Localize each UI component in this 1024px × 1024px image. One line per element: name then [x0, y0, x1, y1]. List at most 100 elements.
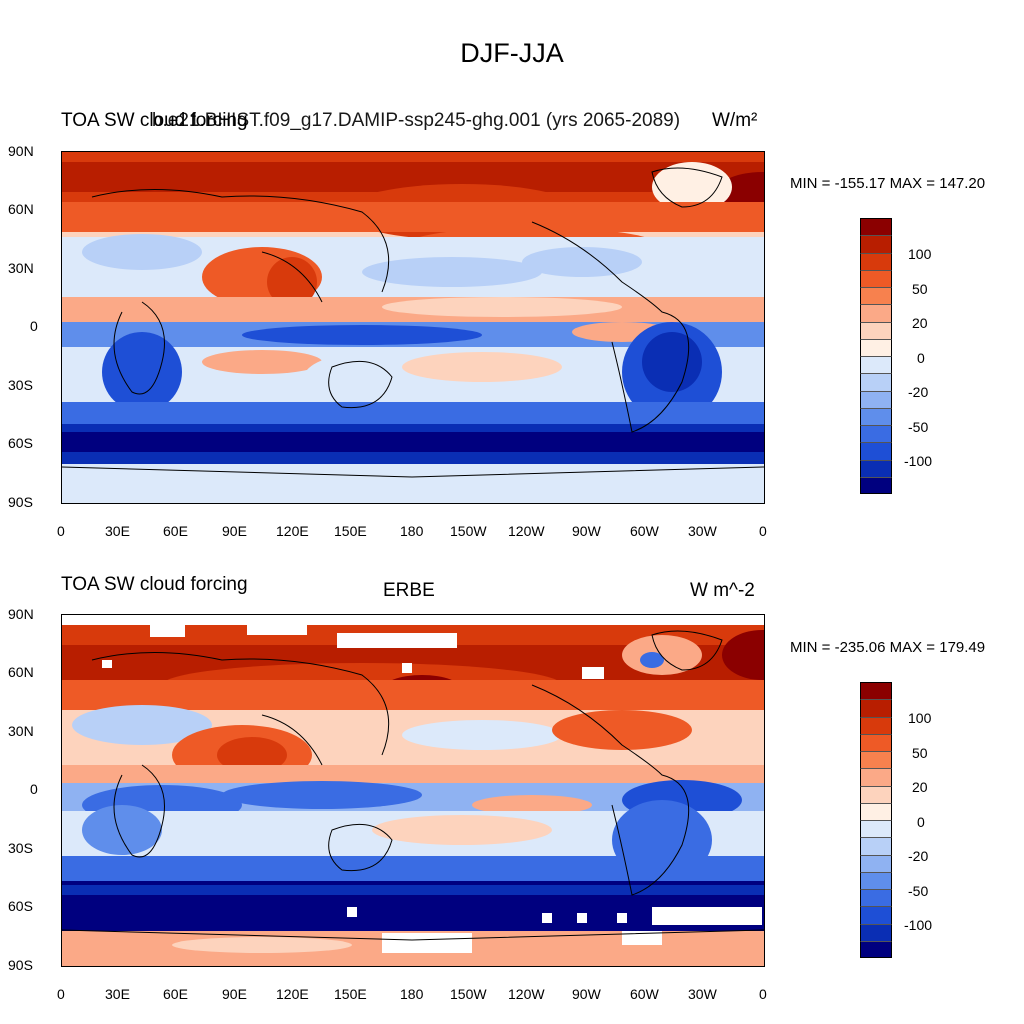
colorbar-segment [860, 338, 892, 356]
lon-tick: 60W [630, 523, 659, 539]
colorbar-segment [860, 321, 892, 339]
colorbar-segment [860, 390, 892, 408]
colorbar-label: 50 [912, 281, 928, 297]
lat-tick: 60S [8, 898, 33, 914]
lon-tick: 120E [276, 523, 309, 539]
colorbar [860, 682, 892, 958]
colorbar-label: -100 [904, 917, 933, 933]
colorbar-label: -50 [908, 419, 929, 435]
lon-tick: 30E [105, 523, 130, 539]
colorbar-label: 0 [917, 814, 925, 830]
colorbar-segment [860, 252, 892, 270]
map-field [62, 152, 764, 503]
colorbar-segment [860, 682, 892, 700]
lon-tick: 30W [688, 986, 717, 1002]
panel-units: W m^-2 [690, 580, 755, 601]
colorbar-segment [860, 940, 892, 958]
panel-center-title: ERBE [383, 580, 435, 601]
lon-tick: 90E [222, 986, 247, 1002]
colorbar-segment [860, 716, 892, 734]
colorbar-segment [860, 356, 892, 374]
map-plot [61, 151, 765, 504]
colorbar-segment [860, 820, 892, 838]
colorbar-segment [860, 287, 892, 305]
colorbar-segment [860, 269, 892, 287]
colorbar-segment [860, 425, 892, 443]
lon-tick: 0 [759, 523, 767, 539]
lat-tick: 90N [8, 143, 34, 159]
lat-tick: 60N [8, 664, 34, 680]
panel-left-title: TOA SW cloud forcing [61, 574, 248, 595]
lat-tick: 90S [8, 494, 33, 510]
lat-tick: 30S [8, 377, 33, 393]
lat-tick: 60S [8, 435, 33, 451]
min-max-stats: MIN = -155.17 MAX = 147.20 [790, 175, 986, 192]
colorbar-label: 50 [912, 745, 928, 761]
colorbar-label: -20 [908, 384, 929, 400]
lat-tick: 30N [8, 260, 34, 276]
lon-tick: 60W [630, 986, 659, 1002]
lon-tick: 150W [450, 986, 487, 1002]
lat-tick: 0 [30, 781, 38, 797]
lat-tick: 90N [8, 606, 34, 622]
lon-tick: 60E [163, 986, 188, 1002]
lon-tick: 60E [163, 523, 188, 539]
colorbar-segment [860, 459, 892, 477]
colorbar-segment [860, 442, 892, 460]
lon-tick: 0 [759, 986, 767, 1002]
lon-tick: 90W [572, 523, 601, 539]
figure-title: DJF-JJA [460, 38, 564, 68]
colorbar-segment [860, 785, 892, 803]
colorbar [860, 218, 892, 494]
lon-tick: 120E [276, 986, 309, 1002]
lon-tick: 30E [105, 986, 130, 1002]
colorbar-label: -50 [908, 883, 929, 899]
panel-units: W/m² [712, 110, 758, 131]
lon-tick: 150E [334, 986, 367, 1002]
colorbar-segment [860, 923, 892, 941]
lon-tick: 0 [57, 523, 65, 539]
lat-tick: 0 [30, 318, 38, 334]
lat-tick: 30N [8, 723, 34, 739]
lat-tick: 30S [8, 840, 33, 856]
lon-tick: 180 [400, 523, 424, 539]
lon-tick: 150W [450, 523, 487, 539]
panel-center-title: b.e21.BHIST.f09_g17.DAMIP-ssp245-ghg.001… [151, 110, 681, 131]
lon-tick: 120W [508, 986, 545, 1002]
lon-tick: 0 [57, 986, 65, 1002]
lon-tick: 30W [688, 523, 717, 539]
colorbar-segment [860, 889, 892, 907]
map-field [62, 615, 764, 966]
lat-tick: 90S [8, 957, 33, 973]
colorbar-segment [860, 906, 892, 924]
colorbar-segment [860, 235, 892, 253]
colorbar-segment [860, 407, 892, 425]
lon-tick: 120W [508, 523, 545, 539]
lon-tick: 90E [222, 523, 247, 539]
colorbar-label: 20 [912, 315, 928, 331]
colorbar-segment [860, 802, 892, 820]
lon-tick: 150E [334, 523, 367, 539]
colorbar-segment [860, 699, 892, 717]
colorbar-label: 100 [908, 710, 932, 726]
colorbar-label: 20 [912, 779, 928, 795]
colorbar-segment [860, 751, 892, 769]
panel-left-title: TOA SW cloud forcing [61, 110, 248, 131]
colorbar-label: 100 [908, 246, 932, 262]
lon-tick: 180 [400, 986, 424, 1002]
colorbar-segment [860, 304, 892, 322]
colorbar-segment [860, 476, 892, 494]
colorbar-label: -100 [904, 453, 933, 469]
colorbar-segment [860, 837, 892, 855]
map-plot [61, 614, 765, 967]
colorbar-segment [860, 373, 892, 391]
colorbar-segment [860, 218, 892, 236]
colorbar-label: 0 [917, 350, 925, 366]
colorbar-label: -20 [908, 848, 929, 864]
colorbar-segment [860, 768, 892, 786]
colorbar-segment [860, 871, 892, 889]
lat-tick: 60N [8, 201, 34, 217]
min-max-stats: MIN = -235.06 MAX = 179.49 [790, 639, 986, 656]
colorbar-segment [860, 733, 892, 751]
lon-tick: 90W [572, 986, 601, 1002]
